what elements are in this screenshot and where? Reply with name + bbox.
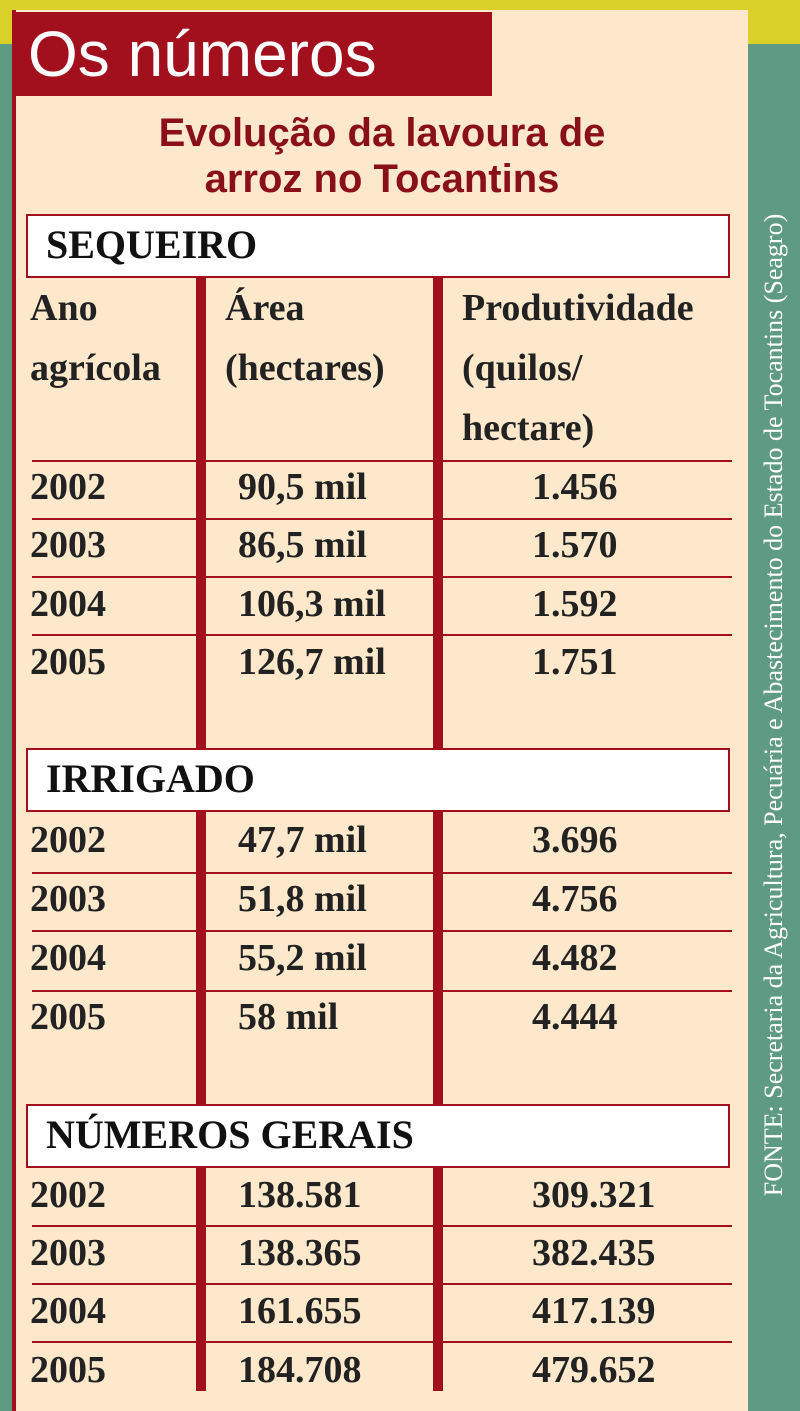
irrigado-year: 2003 [30, 878, 106, 920]
irrigado-area: 55,2 mil [238, 937, 367, 979]
column-divider [196, 812, 206, 1104]
header-year: Ano agrícola [30, 278, 161, 398]
gerais-productivity: 309.321 [532, 1174, 656, 1216]
gerais-productivity: 417.139 [532, 1290, 656, 1332]
irrigado-area: 51,8 mil [238, 878, 367, 920]
gerais-area: 138.365 [238, 1232, 362, 1274]
row-divider [32, 990, 732, 992]
gerais-year: 2005 [30, 1349, 106, 1391]
sequeiro-productivity: 1.570 [532, 524, 618, 566]
irrigado-productivity: 4.482 [532, 937, 618, 979]
row-divider [32, 576, 732, 578]
section-header-sequeiro: SEQUEIRO [26, 214, 730, 278]
title-line-1: Evolução da lavoura de [158, 111, 606, 155]
side-decorative-band [748, 44, 800, 1411]
gerais-area: 161.655 [238, 1290, 362, 1332]
header-productivity-line-1: Produtividade [462, 287, 694, 329]
irrigado-area: 58 mil [238, 996, 339, 1038]
gerais-area: 138.581 [238, 1174, 362, 1216]
irrigado-year: 2002 [30, 819, 106, 861]
header-year-line-1: Ano [30, 287, 98, 329]
gerais-year: 2003 [30, 1232, 106, 1274]
column-divider [433, 278, 443, 748]
section-header-numeros-gerais: NÚMEROS GERAIS [26, 1104, 730, 1168]
sequeiro-area: 126,7 mil [238, 641, 386, 683]
column-divider [433, 1168, 443, 1391]
irrigado-year: 2005 [30, 996, 106, 1038]
row-divider [32, 460, 732, 462]
section-header-irrigado: IRRIGADO [26, 748, 730, 812]
irrigado-productivity: 3.696 [532, 819, 618, 861]
header-area-line-1: Área [225, 287, 305, 329]
irrigado-productivity: 4.756 [532, 878, 618, 920]
source-credit: FONTE: Secretaria da Agricultura, Pecuár… [759, 213, 788, 1197]
row-divider [32, 634, 732, 636]
header-year-line-2: agrícola [30, 347, 161, 389]
gerais-year: 2002 [30, 1174, 106, 1216]
gerais-area: 184.708 [238, 1349, 362, 1391]
row-divider [32, 1341, 732, 1343]
row-divider [32, 1225, 732, 1227]
section-tag: Os números [16, 12, 492, 96]
sequeiro-productivity: 1.751 [532, 641, 618, 683]
sequeiro-area: 86,5 mil [238, 524, 367, 566]
sequeiro-year: 2004 [30, 583, 106, 625]
sequeiro-year: 2002 [30, 466, 106, 508]
row-divider [32, 1283, 732, 1285]
column-divider [196, 278, 206, 748]
row-divider [32, 930, 732, 932]
sequeiro-productivity: 1.592 [532, 583, 618, 625]
irrigado-productivity: 4.444 [532, 996, 618, 1038]
row-divider [32, 518, 732, 520]
sequeiro-year: 2005 [30, 641, 106, 683]
header-productivity-line-2: (quilos/ [462, 347, 583, 389]
gerais-productivity: 382.435 [532, 1232, 656, 1274]
sequeiro-year: 2003 [30, 524, 106, 566]
header-area-line-2: (hectares) [225, 347, 385, 389]
title-line-2: arroz no Tocantins [204, 157, 560, 201]
column-divider [196, 1168, 206, 1391]
header-area: Área (hectares) [225, 278, 385, 398]
irrigado-area: 47,7 mil [238, 819, 367, 861]
gerais-productivity: 479.652 [532, 1349, 656, 1391]
sequeiro-productivity: 1.456 [532, 466, 618, 508]
column-divider [433, 812, 443, 1104]
header-productivity: Produtividade (quilos/ hectare) [462, 278, 694, 458]
sequeiro-area: 90,5 mil [238, 466, 367, 508]
gerais-year: 2004 [30, 1290, 106, 1332]
sequeiro-area: 106,3 mil [238, 583, 386, 625]
header-productivity-line-3: hectare) [462, 407, 595, 449]
row-divider [32, 872, 732, 874]
infographic-title: Evolução da lavoura de arroz no Tocantin… [16, 110, 748, 202]
irrigado-year: 2004 [30, 937, 106, 979]
